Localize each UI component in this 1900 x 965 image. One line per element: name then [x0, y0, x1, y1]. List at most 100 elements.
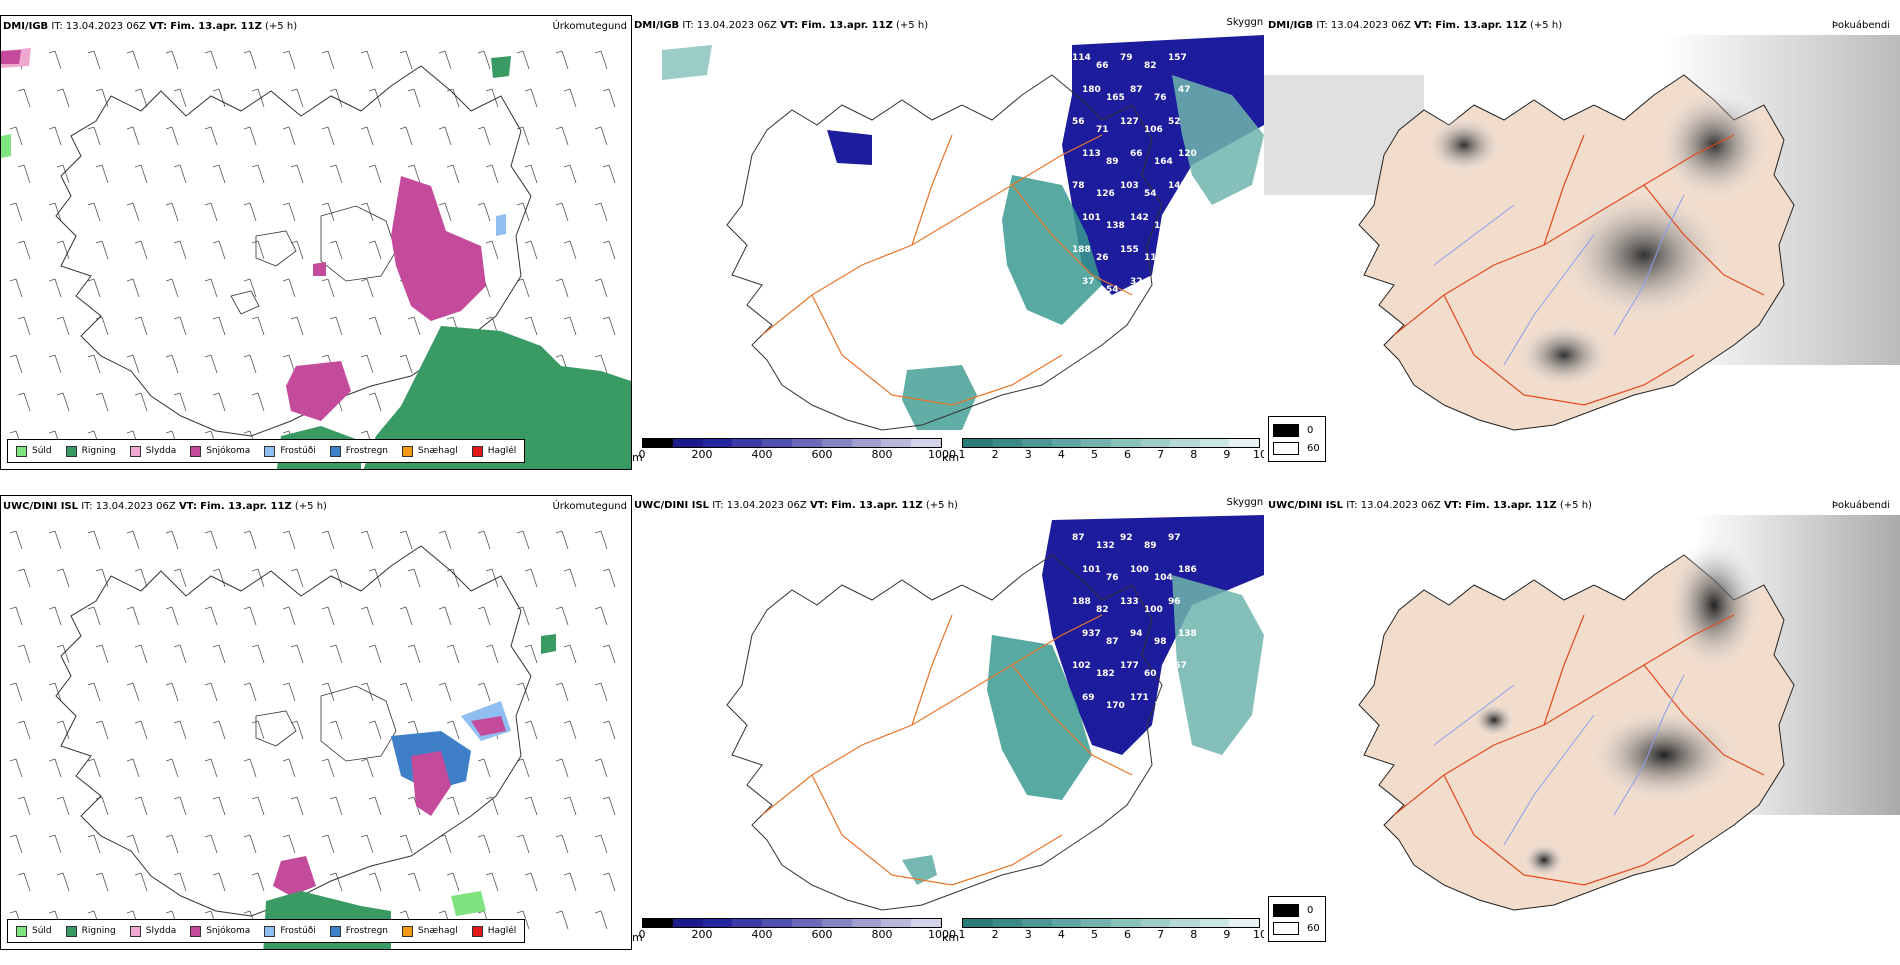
wind-barb-flag	[243, 834, 251, 838]
visibility-panel-uwc: UWC/DINI ISL IT: 13.04.2023 06Z VT: Fim.…	[632, 495, 1264, 950]
legend-item: Frostregn	[329, 445, 388, 457]
wind-barb	[140, 392, 148, 412]
fog-index-high	[1584, 705, 1744, 805]
visibility-value-label: 171	[1130, 693, 1149, 703]
scale-color-step	[1229, 919, 1259, 927]
valid-time: Fim. 13.apr. 11Z	[170, 21, 262, 32]
scale-color-step	[672, 919, 703, 927]
wind-barb	[23, 316, 31, 336]
scale-m: 0 200 400 600 800 1000	[639, 438, 956, 461]
legend-label: Rigning	[81, 926, 116, 936]
panel-title: Skyggni	[1226, 497, 1264, 508]
wind-barb-flag	[243, 430, 251, 434]
wind-barb-flag	[204, 50, 212, 54]
visibility-value-label: 115	[1144, 253, 1163, 263]
wind-barb	[327, 834, 335, 854]
wind-barb-flag	[17, 164, 25, 168]
wind-barb	[23, 392, 31, 412]
wind-barb	[257, 164, 265, 184]
scale-color-step	[1081, 919, 1111, 927]
wind-barb-flag	[48, 530, 56, 534]
wind-barb-flag	[555, 202, 563, 206]
wind-barb	[54, 758, 62, 778]
teal-visibility	[1172, 575, 1264, 755]
legend-item: Frostúði	[264, 925, 316, 937]
wind-barb-flag	[56, 164, 64, 168]
legend-label: Frostúði	[280, 926, 316, 936]
wind-barb-flag	[290, 644, 298, 648]
scale-tick-label: 400	[751, 448, 773, 461]
wind-barb-flag	[399, 834, 407, 838]
wind-barb-flag	[212, 88, 220, 92]
visibility-value-label: 102	[1072, 661, 1091, 671]
fog-legend-swatch	[1273, 441, 1299, 455]
it-label: IT:	[712, 500, 724, 511]
wind-barb-flag	[321, 530, 329, 534]
wind-barb	[600, 910, 608, 930]
wind-barb-flag	[134, 872, 142, 876]
wind-barb	[374, 392, 382, 412]
wind-barb-flag	[563, 720, 571, 724]
wind-barb	[483, 530, 491, 550]
visibility-value-label: 66	[1096, 61, 1109, 71]
wind-barb	[179, 796, 187, 816]
wind-barb-flag	[9, 278, 17, 282]
wind-barb-flag	[126, 354, 134, 358]
wind-barb-flag	[212, 720, 220, 724]
scale-color-step	[881, 439, 912, 447]
wind-barb	[335, 872, 343, 892]
panel-title: Skyggni	[1226, 17, 1264, 28]
legend-item: Frostúði	[264, 445, 316, 457]
fog-index-high	[1664, 535, 1764, 675]
wind-barb-flag	[594, 50, 602, 54]
wind-barb	[210, 50, 218, 70]
wind-barb-flag	[48, 126, 56, 130]
wind-barb-flag	[485, 568, 493, 572]
fog-legend: 0 60	[1268, 896, 1326, 942]
scale-tick-label: 6	[1124, 928, 1132, 941]
it-label: IT:	[1346, 500, 1358, 511]
wind-barb-flag	[126, 50, 134, 54]
scale-tick-label: 3	[1024, 928, 1032, 941]
wind-barb	[522, 202, 530, 222]
scale-tick-label: 10	[1253, 448, 1264, 461]
wind-barb	[296, 240, 304, 260]
wind-barb	[93, 202, 101, 222]
wind-barb	[561, 758, 569, 778]
wind-barb-flag	[290, 164, 298, 168]
wind-barb-flag	[282, 834, 290, 838]
wind-barb	[210, 530, 218, 550]
wind-barb	[522, 530, 530, 550]
wind-barb	[257, 392, 265, 412]
teal-visibility	[1172, 75, 1264, 205]
wind-barb-flag	[282, 530, 290, 534]
wind-barb-flag	[594, 202, 602, 206]
scale-tick-label: 8	[1190, 448, 1198, 461]
wind-barb	[374, 316, 382, 336]
visibility-value-label: 103	[1120, 181, 1139, 191]
wind-barb-flag	[446, 164, 454, 168]
wind-barb-flag	[165, 354, 173, 358]
wind-barb	[413, 88, 421, 108]
wind-barb	[374, 240, 382, 260]
wind-barb	[491, 88, 499, 108]
wind-barb-flag	[446, 644, 454, 648]
precip-type-panel-dmi: DMI/IGB IT: 13.04.2023 06Z VT: Fim. 13.a…	[0, 15, 632, 470]
wind-barb	[374, 872, 382, 892]
wind-barb	[522, 834, 530, 854]
scale-color-step	[1110, 919, 1141, 927]
scale-color-step	[1022, 439, 1052, 447]
vt-label: VT:	[780, 20, 799, 31]
wind-barb	[569, 568, 577, 588]
legend-item: Snjókoma	[190, 925, 250, 937]
wind-barb	[452, 164, 460, 184]
visibility-value-label: 37	[1082, 277, 1095, 287]
wind-barb-flag	[368, 796, 376, 800]
wind-barb	[101, 796, 109, 816]
snow-area	[391, 176, 486, 321]
wind-barb-flag	[407, 872, 415, 876]
wind-barb-flag	[321, 682, 329, 686]
wind-barb-flag	[321, 50, 329, 54]
wind-barb-flag	[555, 126, 563, 130]
legend-label: Haglél	[487, 446, 517, 456]
